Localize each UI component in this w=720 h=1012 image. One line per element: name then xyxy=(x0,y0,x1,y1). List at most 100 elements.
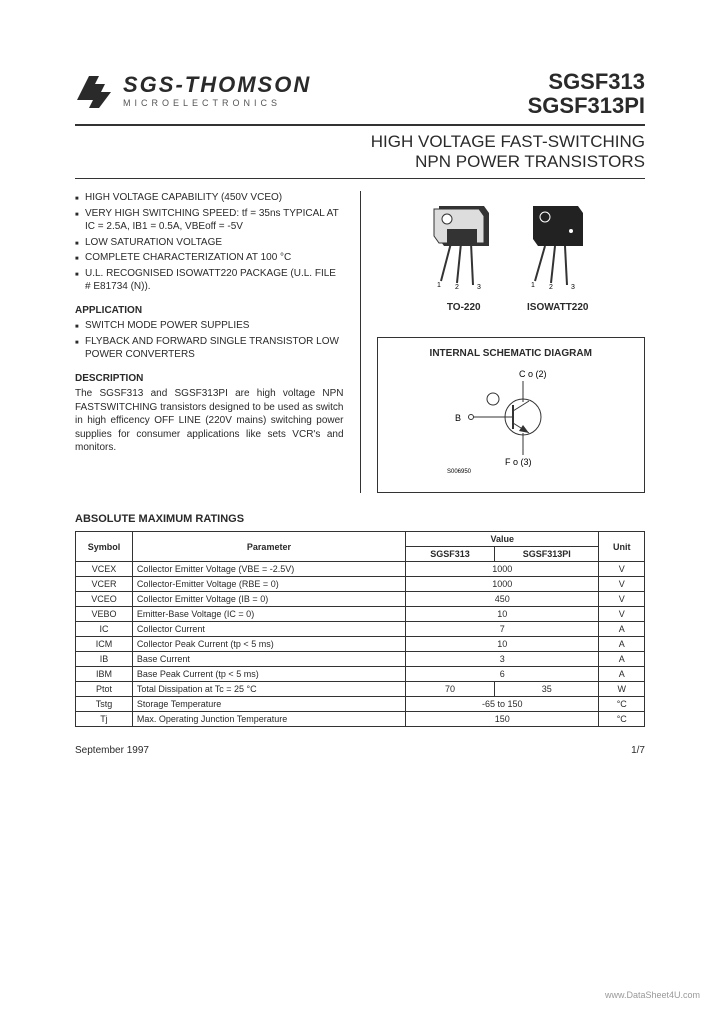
right-column: 1 2 3 TO-220 1 2 xyxy=(360,191,646,493)
part-number-1: SGSF313 xyxy=(528,70,645,94)
svg-text:1: 1 xyxy=(531,282,535,289)
table-row: IBMBase Peak Current (tp < 5 ms)6A xyxy=(76,667,645,682)
page-footer: September 1997 1/7 xyxy=(75,745,645,756)
svg-text:2: 2 xyxy=(549,284,553,291)
application-heading: APPLICATION xyxy=(75,304,344,318)
title-line-1: HIGH VOLTAGE FAST-SWITCHING xyxy=(75,132,645,152)
table-row: VEBOEmitter-Base Voltage (IC = 0)10V xyxy=(76,607,645,622)
schematic-diagram: INTERNAL SCHEMATIC DIAGRAM C o (2) B F o… xyxy=(377,337,646,493)
logo-block: SGS-THOMSON MICROELECTRONICS xyxy=(75,70,311,110)
cell-unit: °C xyxy=(599,697,645,712)
cell-symbol: IBM xyxy=(76,667,133,682)
ratings-table: Symbol Parameter Value Unit SGSF313 SGSF… xyxy=(75,531,645,727)
cell-unit: V xyxy=(599,577,645,592)
company-subtitle: MICROELECTRONICS xyxy=(123,98,311,108)
table-row: ICMCollector Peak Current (tp < 5 ms)10A xyxy=(76,637,645,652)
cell-value: 1000 xyxy=(406,577,599,592)
cell-symbol: VCEO xyxy=(76,592,133,607)
package-isowatt220: 1 2 3 ISOWATT220 xyxy=(523,201,593,313)
table-row: TstgStorage Temperature-65 to 150°C xyxy=(76,697,645,712)
footer-page: 1/7 xyxy=(631,745,645,756)
feature-item: HIGH VOLTAGE CAPABILITY (450V VCEO) xyxy=(75,191,344,205)
cell-unit: °C xyxy=(599,712,645,727)
cell-parameter: Collector Peak Current (tp < 5 ms) xyxy=(132,637,405,652)
part-numbers: SGSF313 SGSF313PI xyxy=(528,70,645,118)
package-drawings: 1 2 3 TO-220 1 2 xyxy=(377,201,646,313)
cell-symbol: VEBO xyxy=(76,607,133,622)
th-value-sub2: SGSF313PI xyxy=(494,547,599,562)
ratings-heading: ABSOLUTE MAXIMUM RATINGS xyxy=(75,513,645,525)
cell-parameter: Max. Operating Junction Temperature xyxy=(132,712,405,727)
table-row: VCERCollector-Emitter Voltage (RBE = 0)1… xyxy=(76,577,645,592)
cell-parameter: Base Current xyxy=(132,652,405,667)
cell-value: 3 xyxy=(406,652,599,667)
application-item: SWITCH MODE POWER SUPPLIES xyxy=(75,319,344,333)
cell-parameter: Collector Emitter Voltage (VBE = -2.5V) xyxy=(132,562,405,577)
cell-unit: V xyxy=(599,562,645,577)
feature-item: COMPLETE CHARACTERIZATION AT 100 °C xyxy=(75,251,344,265)
ratings-tbody: VCEXCollector Emitter Voltage (VBE = -2.… xyxy=(76,562,645,727)
cell-value: 6 xyxy=(406,667,599,682)
cell-value-1: 70 xyxy=(406,682,495,697)
table-row: VCEXCollector Emitter Voltage (VBE = -2.… xyxy=(76,562,645,577)
features-list: HIGH VOLTAGE CAPABILITY (450V VCEO) VERY… xyxy=(75,191,344,294)
cell-symbol: Tj xyxy=(76,712,133,727)
company-name: SGS-THOMSON xyxy=(123,72,311,98)
cell-value: 10 xyxy=(406,637,599,652)
package-label-isowatt220: ISOWATT220 xyxy=(523,302,593,313)
svg-text:3: 3 xyxy=(477,284,481,291)
application-list: SWITCH MODE POWER SUPPLIES FLYBACK AND F… xyxy=(75,319,344,362)
cell-symbol: VCEX xyxy=(76,562,133,577)
title-line-2: NPN POWER TRANSISTORS xyxy=(75,152,645,172)
cell-parameter: Collector Emitter Voltage (IB = 0) xyxy=(132,592,405,607)
description-text: The SGSF313 and SGSF313PI are high volta… xyxy=(75,387,344,455)
cell-symbol: Ptot xyxy=(76,682,133,697)
schematic-title: INTERNAL SCHEMATIC DIAGRAM xyxy=(388,348,635,359)
package-to220: 1 2 3 TO-220 xyxy=(429,201,499,313)
feature-item: LOW SATURATION VOLTAGE xyxy=(75,236,344,250)
cell-value: 7 xyxy=(406,622,599,637)
to220-icon: 1 2 3 xyxy=(429,201,499,291)
th-value-sub1: SGSF313 xyxy=(406,547,495,562)
cell-value: 1000 xyxy=(406,562,599,577)
table-row: IBBase Current3A xyxy=(76,652,645,667)
cell-unit: A xyxy=(599,667,645,682)
cell-symbol: IB xyxy=(76,652,133,667)
cell-value: 10 xyxy=(406,607,599,622)
cell-symbol: ICM xyxy=(76,637,133,652)
svg-text:F o (3): F o (3) xyxy=(505,457,532,467)
cell-symbol: IC xyxy=(76,622,133,637)
cell-parameter: Base Peak Current (tp < 5 ms) xyxy=(132,667,405,682)
package-label-to220: TO-220 xyxy=(429,302,499,313)
cell-parameter: Storage Temperature xyxy=(132,697,405,712)
cell-value-2: 35 xyxy=(494,682,599,697)
cell-parameter: Collector Current xyxy=(132,622,405,637)
svg-text:1: 1 xyxy=(437,282,441,289)
cell-unit: V xyxy=(599,607,645,622)
svg-text:B: B xyxy=(455,413,461,423)
th-unit: Unit xyxy=(599,532,645,562)
feature-item: U.L. RECOGNISED ISOWATT220 PACKAGE (U.L.… xyxy=(75,267,344,294)
svg-text:2: 2 xyxy=(455,284,459,291)
product-title: HIGH VOLTAGE FAST-SWITCHING NPN POWER TR… xyxy=(75,132,645,179)
cell-parameter: Collector-Emitter Voltage (RBE = 0) xyxy=(132,577,405,592)
cell-value: -65 to 150 xyxy=(406,697,599,712)
schematic-icon: C o (2) B F o (3) S006950 xyxy=(441,367,581,477)
cell-unit: A xyxy=(599,652,645,667)
th-symbol: Symbol xyxy=(76,532,133,562)
content-columns: HIGH VOLTAGE CAPABILITY (450V VCEO) VERY… xyxy=(75,191,645,493)
table-row: PtotTotal Dissipation at Tc = 25 °C7035W xyxy=(76,682,645,697)
cell-unit: V xyxy=(599,592,645,607)
th-parameter: Parameter xyxy=(132,532,405,562)
st-logo-icon xyxy=(75,70,115,110)
datasheet-page: SGS-THOMSON MICROELECTRONICS SGSF313 SGS… xyxy=(75,70,645,756)
cell-symbol: Tstg xyxy=(76,697,133,712)
cell-symbol: VCER xyxy=(76,577,133,592)
cell-unit: A xyxy=(599,637,645,652)
cell-parameter: Total Dissipation at Tc = 25 °C xyxy=(132,682,405,697)
footer-date: September 1997 xyxy=(75,745,149,756)
cell-value: 150 xyxy=(406,712,599,727)
watermark: www.DataSheet4U.com xyxy=(605,990,700,1000)
description-heading: DESCRIPTION xyxy=(75,372,344,386)
table-row: VCEOCollector Emitter Voltage (IB = 0)45… xyxy=(76,592,645,607)
